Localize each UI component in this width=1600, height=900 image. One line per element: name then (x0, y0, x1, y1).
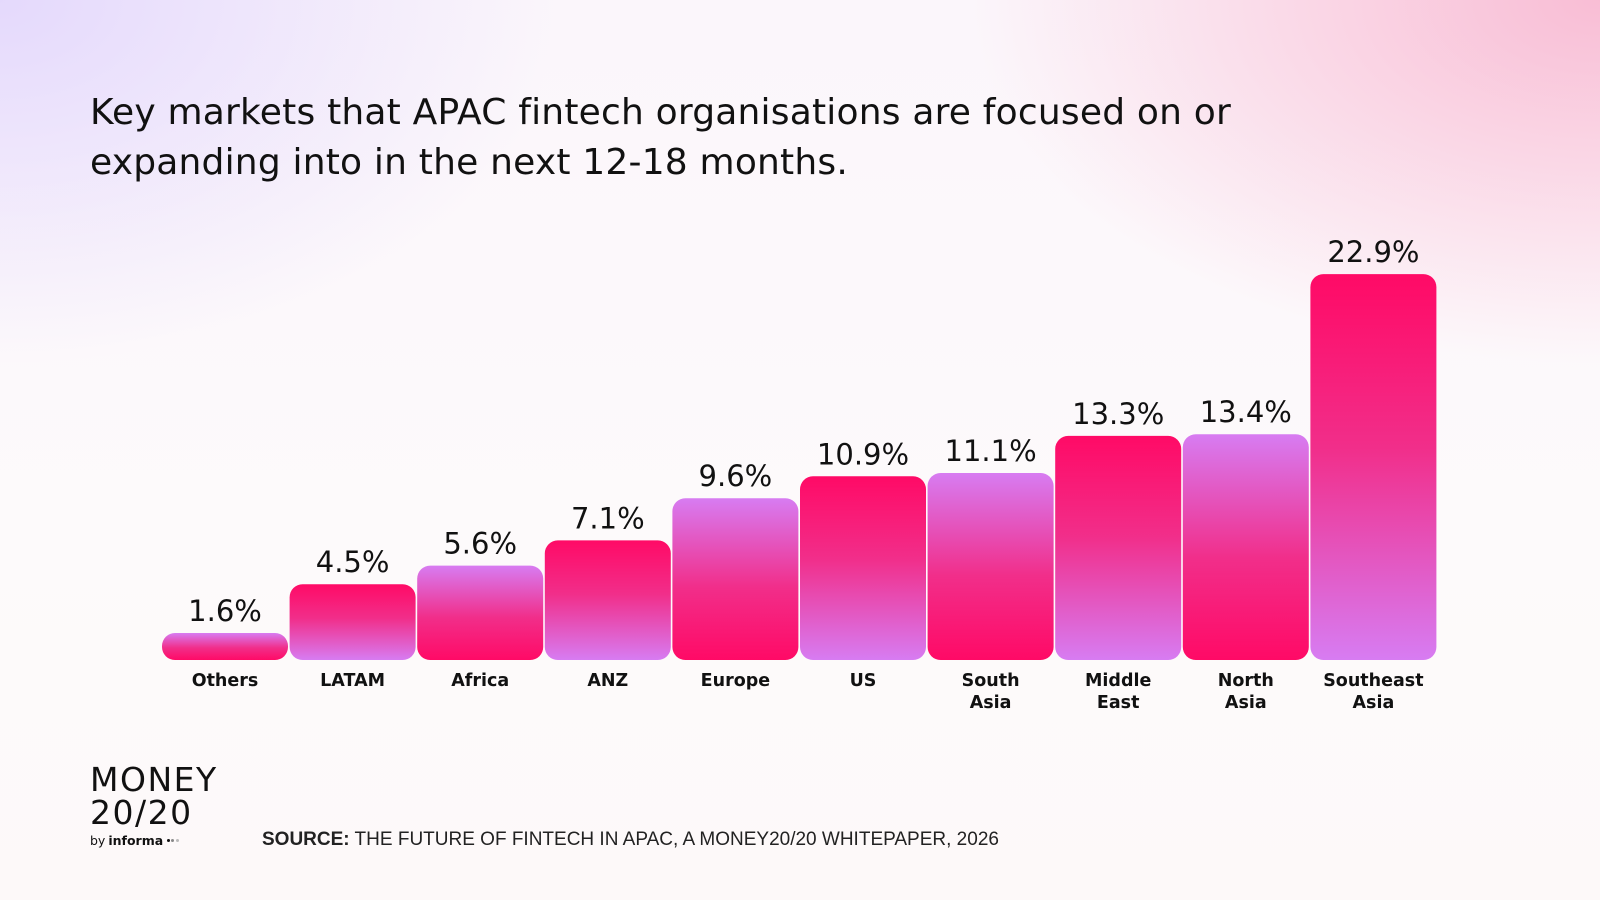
bar-chart: 1.6% 4.5% 5.6% 7.1% 9.6% 10.9% 11.1% 13.3% 13.4%… (162, 235, 1437, 713)
category-labels-layer: Others LATAM Africa ANZ Europe US South Asia Mid… (192, 671, 1424, 713)
informa-dots-icon (165, 839, 179, 842)
bar-north-asia (1182, 434, 1309, 660)
logo-line-money: MONEY (90, 760, 218, 799)
chart-title: Key markets that APAC fintech organisati… (90, 92, 1232, 183)
value-labels-layer: 1.6% 4.5% 5.6% 7.1% 9.6% 10.9% 11.1% 13.3% 13.4%… (188, 235, 1419, 628)
bar-southeast-asia (1310, 274, 1437, 660)
value-label: 13.4% (1200, 395, 1292, 429)
informa-dot (166, 839, 170, 842)
category-label: Southeast Asia (1323, 671, 1423, 713)
bar-others (162, 633, 288, 660)
bar-africa (417, 565, 544, 660)
source-label: SOURCE: (262, 829, 350, 850)
source-note: SOURCE: THE FUTURE OF FINTECH IN APAC, A… (262, 829, 999, 851)
bar-middle-east (1055, 435, 1182, 660)
value-label: 11.1% (945, 434, 1037, 468)
category-label: North Asia (1218, 671, 1274, 713)
bar-europe (672, 498, 799, 660)
bars-layer (162, 274, 1437, 660)
value-label: 10.9% (817, 437, 909, 471)
category-label: ANZ (587, 671, 628, 691)
informa-dot (175, 839, 179, 842)
category-label: South Asia (962, 671, 1020, 713)
category-label: Others (192, 671, 259, 691)
category-label: US (850, 671, 877, 691)
logo-by-text: by (90, 833, 106, 848)
logo-byline: by informa (90, 833, 218, 848)
value-label: 7.1% (571, 501, 645, 535)
value-label: 9.6% (699, 459, 773, 493)
category-label: Europe (701, 671, 771, 691)
category-label: Middle East (1085, 671, 1151, 713)
value-label: 4.5% (316, 545, 390, 579)
value-label: 1.6% (188, 594, 262, 628)
category-label: LATAM (320, 671, 385, 691)
logo-informa-text: informa (108, 833, 164, 848)
money2020-logo: MONEY 20/20 by informa (90, 763, 218, 848)
bar-south-asia (927, 473, 1054, 660)
informa-dot (171, 839, 175, 842)
source-text: THE FUTURE OF FINTECH IN APAC, A MONEY20… (349, 829, 999, 850)
value-label: 5.6% (443, 527, 517, 561)
bar-anz (544, 540, 671, 660)
value-label: 13.3% (1072, 397, 1164, 431)
bar-us (800, 476, 926, 660)
logo-line-2020: 20/20 (90, 793, 193, 832)
category-label: Africa (451, 671, 509, 691)
bar-latam (289, 584, 416, 660)
value-label: 22.9% (1327, 235, 1419, 269)
